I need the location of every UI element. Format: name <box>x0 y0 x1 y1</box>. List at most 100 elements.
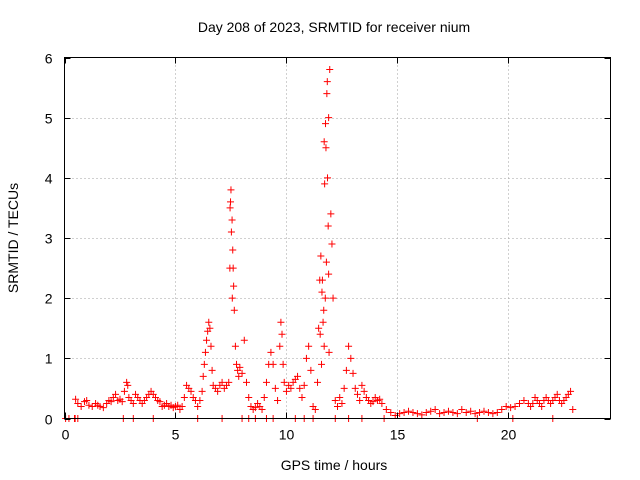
data-point <box>194 402 202 410</box>
data-point <box>334 402 341 410</box>
x-tick-label: 15 <box>390 427 406 443</box>
data-point <box>413 410 421 418</box>
ticks-layer <box>64 57 611 420</box>
data-point <box>302 354 310 362</box>
data-point <box>529 399 537 407</box>
data-point <box>321 294 329 302</box>
data-point <box>156 398 164 406</box>
y-axis-label: SRMTID / TECUs <box>5 183 21 293</box>
y-tick-label: 1 <box>45 351 53 367</box>
data-point <box>187 387 195 395</box>
data-point <box>502 402 510 410</box>
data-point <box>279 360 287 368</box>
data-point <box>356 396 364 404</box>
data-point <box>553 390 561 398</box>
data-point <box>227 198 235 206</box>
data-point <box>493 408 501 416</box>
data-point <box>85 401 93 409</box>
data-point <box>325 114 333 122</box>
data-point <box>324 222 332 230</box>
data-point <box>278 330 286 338</box>
data-point <box>567 387 575 395</box>
data-point <box>228 216 236 224</box>
data-point <box>294 372 302 380</box>
data-point <box>431 405 439 413</box>
data-point <box>338 399 346 407</box>
data-point <box>271 384 279 392</box>
data-point <box>228 294 236 302</box>
data-point <box>328 240 336 248</box>
data-point <box>88 402 96 410</box>
data-point <box>489 410 497 418</box>
data-point <box>236 363 244 371</box>
data-point <box>296 384 304 392</box>
data-point <box>198 387 206 395</box>
data-point <box>243 378 250 386</box>
data-point <box>325 270 333 278</box>
x-tick-labels: 0 5 10 15 20 <box>62 427 517 443</box>
data-point <box>287 384 295 392</box>
data-point <box>201 348 209 356</box>
data-point <box>453 410 461 418</box>
data-point <box>422 408 430 416</box>
data-point <box>235 372 243 380</box>
data-point <box>260 393 268 401</box>
data-point <box>120 387 128 395</box>
y-tick-label: 2 <box>45 291 53 307</box>
data-point <box>99 404 107 412</box>
data-point <box>511 402 519 410</box>
data-point <box>112 390 120 398</box>
data-point <box>77 402 85 410</box>
data-point <box>314 378 322 386</box>
data-point <box>360 387 368 395</box>
data-point <box>238 369 246 377</box>
y-tick-label: 4 <box>45 171 53 187</box>
data-point <box>231 342 239 350</box>
data-point <box>269 360 277 368</box>
data-point <box>507 404 515 412</box>
data-point <box>347 354 355 362</box>
data-point <box>326 66 334 74</box>
data-points <box>62 66 577 422</box>
grid-layer <box>64 57 611 419</box>
data-point <box>378 399 386 407</box>
data-point <box>214 387 222 395</box>
data-point <box>233 360 241 368</box>
data-point <box>205 318 213 326</box>
data-point <box>230 306 238 314</box>
data-point <box>323 90 331 98</box>
data-point <box>307 366 315 374</box>
data-point <box>569 405 577 413</box>
data-point <box>319 318 327 326</box>
y-tick-label: 5 <box>45 111 53 127</box>
data-point <box>323 78 331 86</box>
data-point <box>440 408 448 416</box>
data-point <box>436 410 444 418</box>
data-point <box>315 324 323 332</box>
data-point <box>444 407 452 415</box>
data-point <box>83 396 91 404</box>
data-point <box>480 407 488 415</box>
data-point <box>320 306 328 314</box>
data-point <box>327 210 335 218</box>
data-point <box>322 144 330 152</box>
x-tick-label: 5 <box>172 427 180 443</box>
data-point <box>230 282 238 290</box>
data-point <box>316 330 324 338</box>
data-point <box>199 372 207 380</box>
data-point <box>520 396 528 404</box>
data-point <box>418 411 426 419</box>
data-point <box>318 288 326 296</box>
data-point <box>277 318 285 326</box>
data-point <box>129 399 137 407</box>
data-point <box>258 405 266 413</box>
data-point <box>351 384 359 392</box>
data-point <box>318 360 326 368</box>
data-point <box>229 246 237 254</box>
data-point <box>462 408 470 416</box>
data-point <box>516 399 523 407</box>
data-point <box>336 393 344 401</box>
data-point <box>400 408 408 416</box>
data-point <box>449 408 457 416</box>
data-point <box>282 387 290 395</box>
